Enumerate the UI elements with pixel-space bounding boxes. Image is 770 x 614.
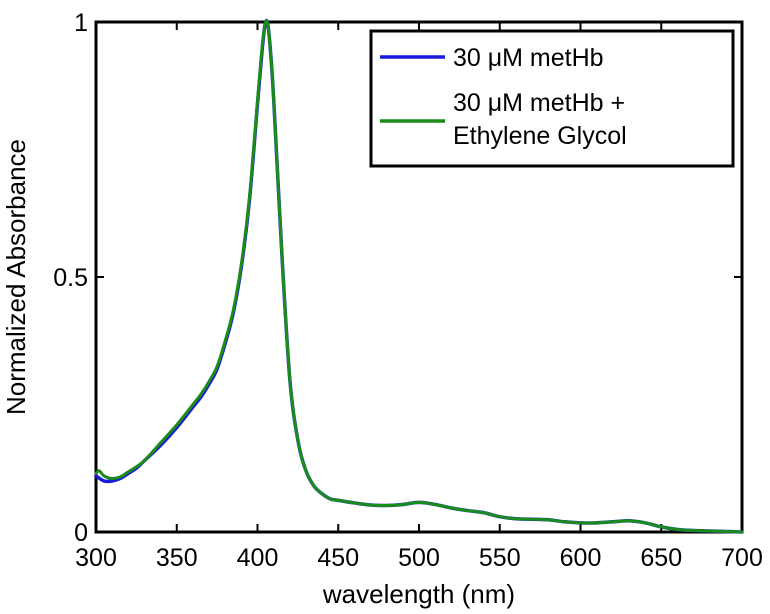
- x-tick-label: 500: [398, 544, 440, 572]
- x-tick-label: 600: [560, 544, 602, 572]
- x-tick-label: 350: [156, 544, 198, 572]
- y-tick-label: 1: [74, 9, 88, 37]
- legend-label-line-1: 30 μM metHb +: [453, 89, 625, 117]
- x-tick-label: 450: [317, 544, 359, 572]
- x-tick-label: 300: [75, 544, 117, 572]
- legend-label-methb-ethylene-glycol: 30 μM metHb + Ethylene Glycol: [453, 89, 632, 150]
- x-tick-label: 700: [721, 544, 763, 572]
- series-line-methb-ethylene-glycol: [94, 19, 744, 534]
- legend: 30 μM metHb 30 μM metHb + Ethylene Glyco…: [369, 29, 735, 168]
- x-tick-label: 650: [640, 544, 682, 572]
- legend-box: [369, 29, 735, 168]
- legend-label-line-2: Ethylene Glycol: [453, 122, 627, 150]
- legend-label-methb: 30 μM metHb: [453, 44, 604, 72]
- x-axis-title: wavelength (nm): [322, 579, 515, 609]
- y-tick-label: 0.5: [53, 264, 88, 292]
- y-axis-title: Normalized Absorbance: [1, 139, 31, 415]
- x-tick-label: 400: [237, 544, 279, 572]
- x-tick-label: 550: [479, 544, 521, 572]
- y-tick-label: 0: [74, 519, 88, 547]
